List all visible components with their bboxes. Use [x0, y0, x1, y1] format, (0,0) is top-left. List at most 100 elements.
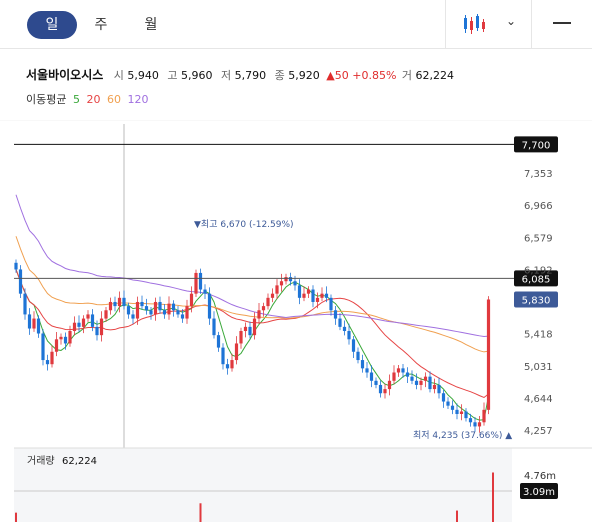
candle-body — [95, 326, 99, 336]
candle-body — [203, 289, 207, 294]
candle-body — [473, 422, 477, 427]
close-label: 종 — [274, 69, 285, 82]
reference-badge — [514, 270, 558, 287]
candle-body — [221, 347, 225, 365]
period-tabs: 일 주 월 ⌄ — [0, 0, 592, 49]
candle-body — [189, 293, 194, 307]
candlestick-icon[interactable] — [463, 13, 487, 35]
tab-monthly[interactable]: 월 — [144, 17, 158, 33]
reference-label: 6,085 — [522, 274, 551, 285]
candle-body — [77, 322, 81, 327]
candle-body — [131, 314, 135, 319]
price-tick: 6,966 — [524, 201, 553, 212]
candle-body — [149, 310, 153, 315]
candle-body — [437, 384, 441, 394]
candle-body — [401, 368, 405, 373]
candle-body — [347, 331, 351, 340]
ma-label: 이동평균 — [26, 93, 67, 106]
high-label: 고 — [167, 69, 178, 82]
chevron-down-icon[interactable]: ⌄ — [506, 14, 517, 28]
candle-body — [230, 360, 234, 369]
volume-bar — [199, 503, 202, 522]
candle-body — [338, 318, 342, 327]
candle-body — [68, 331, 72, 344]
volume-bar — [492, 472, 494, 522]
candle-body — [419, 380, 423, 385]
candle-body — [113, 301, 117, 307]
close-value: 5,920 — [288, 69, 320, 82]
candle-body — [333, 310, 338, 319]
candle-body — [108, 301, 113, 311]
price-tick: 6,192 — [524, 265, 553, 276]
stock-summary: 서울바이오시스 시 5,940 고 5,960 저 5,790 종 5,920 … — [26, 66, 457, 83]
candle-body — [320, 293, 324, 298]
price-tick: 7,353 — [524, 169, 553, 180]
candle-body — [243, 326, 248, 332]
candle-body — [351, 339, 356, 352]
current-price-badge — [514, 291, 558, 308]
candle-body — [36, 318, 41, 334]
ma-5[interactable]: 5 — [72, 93, 80, 106]
candle-body — [459, 411, 464, 414]
candle-body — [171, 303, 176, 311]
candle-body — [324, 293, 329, 298]
candle-body — [270, 293, 275, 298]
candle-body — [59, 336, 63, 340]
candle-body — [41, 333, 45, 361]
price-tick: 5,031 — [524, 362, 553, 373]
volume-panel-label: 거래량 — [27, 455, 55, 467]
candle-body — [176, 310, 180, 315]
candle-body — [126, 306, 131, 315]
candle-body — [428, 376, 432, 390]
candle-body — [23, 293, 27, 315]
current-price-label: 5,830 — [522, 295, 551, 306]
candle-body — [432, 384, 437, 390]
tab-weekly[interactable]: 주 — [94, 17, 108, 33]
candle-body — [234, 343, 239, 361]
candle-body — [374, 380, 378, 385]
candle-body — [140, 301, 144, 307]
candle-body — [378, 384, 383, 394]
candle-body — [486, 299, 491, 410]
high-value: 5,960 — [181, 69, 213, 82]
candle-body — [27, 314, 32, 329]
candle-body — [122, 297, 126, 307]
candle-body — [441, 393, 446, 402]
candle-body — [275, 285, 279, 294]
tab-daily[interactable]: 일 — [27, 11, 77, 39]
candle-body — [455, 409, 459, 414]
ma-60[interactable]: 60 — [106, 93, 121, 106]
candle-body — [135, 301, 140, 319]
price-tick: 4,257 — [524, 426, 553, 437]
volume-bar — [15, 512, 17, 522]
minus-icon[interactable] — [553, 22, 571, 24]
candle-body — [329, 297, 333, 311]
candle-body — [396, 368, 401, 373]
price-chart[interactable]: 7,700 6,085 5,830 7,353 6,966 6,579 6,192 5,41… — [0, 120, 592, 522]
candle-body — [50, 351, 54, 365]
change-percent: +0.85% — [352, 69, 397, 82]
candle-body — [414, 380, 419, 385]
candle-body — [279, 281, 284, 286]
candle-body — [477, 422, 482, 427]
candle-body — [198, 272, 203, 290]
candle-body — [392, 372, 396, 381]
candle-body — [423, 376, 428, 381]
candle-body — [45, 360, 50, 365]
price-tick: 6,579 — [524, 233, 553, 244]
candle-body — [239, 331, 243, 344]
candle-body — [117, 297, 122, 307]
ma-20[interactable]: 20 — [86, 93, 101, 106]
ma-120[interactable]: 120 — [127, 93, 149, 106]
volume-panel-value: 62,224 — [62, 456, 97, 467]
candle-body — [293, 281, 297, 286]
candle-body — [482, 409, 486, 423]
low-value: 5,790 — [234, 69, 267, 82]
candle-body — [302, 293, 306, 298]
candle-body — [18, 269, 23, 294]
candle-body — [315, 297, 320, 302]
candle-body — [144, 306, 149, 311]
toolbar-divider — [445, 0, 446, 48]
candle-body — [405, 372, 410, 377]
candle-body — [387, 380, 392, 390]
